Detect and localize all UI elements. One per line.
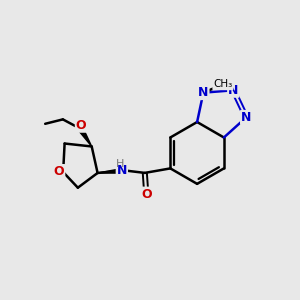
Text: O: O [141,188,152,201]
Text: O: O [54,165,64,178]
Polygon shape [98,168,126,173]
Text: N: N [228,84,238,97]
Polygon shape [78,128,92,146]
Text: CH₃: CH₃ [213,80,232,89]
Text: N: N [198,86,208,99]
Text: O: O [76,119,86,132]
Text: N: N [117,164,127,177]
Text: N: N [241,111,251,124]
Text: H: H [116,159,124,169]
